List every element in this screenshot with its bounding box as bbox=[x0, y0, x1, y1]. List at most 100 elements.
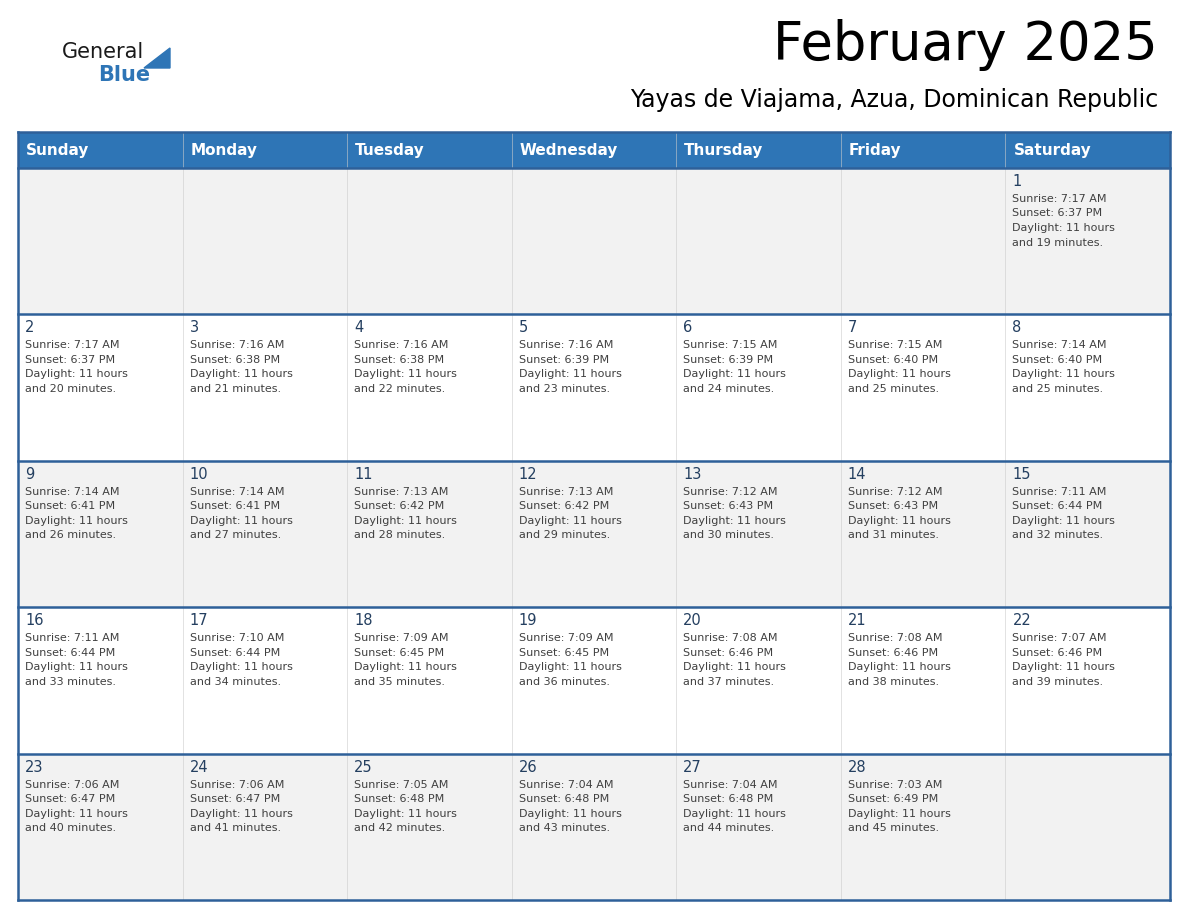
Text: Sunrise: 7:14 AM: Sunrise: 7:14 AM bbox=[1012, 341, 1107, 351]
Text: 16: 16 bbox=[25, 613, 44, 628]
Text: Sunrise: 7:17 AM: Sunrise: 7:17 AM bbox=[25, 341, 120, 351]
Text: and 33 minutes.: and 33 minutes. bbox=[25, 677, 116, 687]
Text: General: General bbox=[62, 42, 144, 62]
Text: Sunset: 6:41 PM: Sunset: 6:41 PM bbox=[25, 501, 115, 511]
Text: Sunrise: 7:17 AM: Sunrise: 7:17 AM bbox=[1012, 194, 1107, 204]
Bar bbox=[1005, 168, 1170, 314]
Bar bbox=[1005, 461, 1170, 607]
Text: Sunset: 6:45 PM: Sunset: 6:45 PM bbox=[519, 648, 608, 657]
Text: Daylight: 11 hours: Daylight: 11 hours bbox=[354, 662, 457, 672]
Text: and 43 minutes.: and 43 minutes. bbox=[519, 823, 609, 834]
Text: Sunrise: 7:04 AM: Sunrise: 7:04 AM bbox=[683, 779, 778, 789]
Polygon shape bbox=[144, 48, 170, 68]
Bar bbox=[183, 461, 347, 607]
Text: and 37 minutes.: and 37 minutes. bbox=[683, 677, 775, 687]
Text: and 38 minutes.: and 38 minutes. bbox=[848, 677, 939, 687]
Text: Sunrise: 7:16 AM: Sunrise: 7:16 AM bbox=[354, 341, 449, 351]
Text: Sunrise: 7:14 AM: Sunrise: 7:14 AM bbox=[25, 487, 120, 497]
Text: Sunrise: 7:09 AM: Sunrise: 7:09 AM bbox=[519, 633, 613, 644]
Text: Yayas de Viajama, Azua, Dominican Republic: Yayas de Viajama, Azua, Dominican Republ… bbox=[630, 88, 1158, 112]
Text: and 22 minutes.: and 22 minutes. bbox=[354, 384, 446, 394]
Text: and 24 minutes.: and 24 minutes. bbox=[683, 384, 775, 394]
Text: and 32 minutes.: and 32 minutes. bbox=[1012, 531, 1104, 541]
Text: Thursday: Thursday bbox=[684, 142, 764, 158]
Bar bbox=[512, 607, 676, 754]
Text: Sunset: 6:48 PM: Sunset: 6:48 PM bbox=[683, 794, 773, 804]
Text: Sunrise: 7:16 AM: Sunrise: 7:16 AM bbox=[519, 341, 613, 351]
Text: and 25 minutes.: and 25 minutes. bbox=[848, 384, 939, 394]
Text: and 26 minutes.: and 26 minutes. bbox=[25, 531, 116, 541]
Text: Daylight: 11 hours: Daylight: 11 hours bbox=[848, 809, 950, 819]
Text: Daylight: 11 hours: Daylight: 11 hours bbox=[1012, 223, 1116, 233]
Text: Blue: Blue bbox=[97, 65, 150, 85]
Text: 24: 24 bbox=[190, 759, 208, 775]
Text: and 23 minutes.: and 23 minutes. bbox=[519, 384, 609, 394]
Text: Sunset: 6:45 PM: Sunset: 6:45 PM bbox=[354, 648, 444, 657]
Text: Daylight: 11 hours: Daylight: 11 hours bbox=[25, 662, 128, 672]
Text: Sunset: 6:48 PM: Sunset: 6:48 PM bbox=[354, 794, 444, 804]
Text: Daylight: 11 hours: Daylight: 11 hours bbox=[848, 662, 950, 672]
Bar bbox=[1005, 132, 1170, 168]
Text: 17: 17 bbox=[190, 613, 208, 628]
Text: Daylight: 11 hours: Daylight: 11 hours bbox=[190, 809, 292, 819]
Text: and 35 minutes.: and 35 minutes. bbox=[354, 677, 446, 687]
Bar bbox=[347, 754, 512, 900]
Bar bbox=[512, 132, 676, 168]
Text: Daylight: 11 hours: Daylight: 11 hours bbox=[683, 662, 786, 672]
Text: Sunrise: 7:04 AM: Sunrise: 7:04 AM bbox=[519, 779, 613, 789]
Text: and 27 minutes.: and 27 minutes. bbox=[190, 531, 280, 541]
Text: Daylight: 11 hours: Daylight: 11 hours bbox=[190, 662, 292, 672]
Text: Sunrise: 7:13 AM: Sunrise: 7:13 AM bbox=[354, 487, 449, 497]
Bar bbox=[841, 607, 1005, 754]
Text: Daylight: 11 hours: Daylight: 11 hours bbox=[190, 516, 292, 526]
Bar bbox=[512, 314, 676, 461]
Text: Sunset: 6:37 PM: Sunset: 6:37 PM bbox=[25, 355, 115, 364]
Text: Daylight: 11 hours: Daylight: 11 hours bbox=[683, 369, 786, 379]
Text: Sunrise: 7:11 AM: Sunrise: 7:11 AM bbox=[25, 633, 119, 644]
Text: Sunrise: 7:03 AM: Sunrise: 7:03 AM bbox=[848, 779, 942, 789]
Text: Daylight: 11 hours: Daylight: 11 hours bbox=[683, 809, 786, 819]
Bar bbox=[841, 754, 1005, 900]
Text: 27: 27 bbox=[683, 759, 702, 775]
Text: Sunrise: 7:08 AM: Sunrise: 7:08 AM bbox=[683, 633, 778, 644]
Bar bbox=[676, 314, 841, 461]
Bar bbox=[676, 607, 841, 754]
Bar bbox=[183, 314, 347, 461]
Text: Sunrise: 7:12 AM: Sunrise: 7:12 AM bbox=[848, 487, 942, 497]
Bar bbox=[841, 461, 1005, 607]
Text: 1: 1 bbox=[1012, 174, 1022, 189]
Text: Sunset: 6:39 PM: Sunset: 6:39 PM bbox=[519, 355, 608, 364]
Text: Sunrise: 7:12 AM: Sunrise: 7:12 AM bbox=[683, 487, 778, 497]
Text: 8: 8 bbox=[1012, 320, 1022, 335]
Text: Sunrise: 7:07 AM: Sunrise: 7:07 AM bbox=[1012, 633, 1107, 644]
Bar bbox=[18, 754, 183, 900]
Text: Daylight: 11 hours: Daylight: 11 hours bbox=[1012, 516, 1116, 526]
Bar bbox=[1005, 314, 1170, 461]
Text: Daylight: 11 hours: Daylight: 11 hours bbox=[848, 516, 950, 526]
Text: Sunday: Sunday bbox=[26, 142, 89, 158]
Bar bbox=[512, 168, 676, 314]
Text: Monday: Monday bbox=[190, 142, 258, 158]
Text: Wednesday: Wednesday bbox=[519, 142, 618, 158]
Text: Sunrise: 7:08 AM: Sunrise: 7:08 AM bbox=[848, 633, 942, 644]
Bar bbox=[512, 461, 676, 607]
Bar bbox=[183, 168, 347, 314]
Text: Daylight: 11 hours: Daylight: 11 hours bbox=[519, 369, 621, 379]
Bar bbox=[676, 754, 841, 900]
Text: Daylight: 11 hours: Daylight: 11 hours bbox=[190, 369, 292, 379]
Text: Sunset: 6:44 PM: Sunset: 6:44 PM bbox=[190, 648, 280, 657]
Bar bbox=[183, 607, 347, 754]
Text: Sunrise: 7:10 AM: Sunrise: 7:10 AM bbox=[190, 633, 284, 644]
Text: and 25 minutes.: and 25 minutes. bbox=[1012, 384, 1104, 394]
Text: and 19 minutes.: and 19 minutes. bbox=[1012, 238, 1104, 248]
Text: 6: 6 bbox=[683, 320, 693, 335]
Bar bbox=[841, 132, 1005, 168]
Text: and 21 minutes.: and 21 minutes. bbox=[190, 384, 280, 394]
Text: Sunrise: 7:16 AM: Sunrise: 7:16 AM bbox=[190, 341, 284, 351]
Text: Sunrise: 7:06 AM: Sunrise: 7:06 AM bbox=[25, 779, 119, 789]
Text: Daylight: 11 hours: Daylight: 11 hours bbox=[25, 369, 128, 379]
Text: 11: 11 bbox=[354, 466, 373, 482]
Text: Saturday: Saturday bbox=[1013, 142, 1092, 158]
Text: 9: 9 bbox=[25, 466, 34, 482]
Text: Daylight: 11 hours: Daylight: 11 hours bbox=[354, 369, 457, 379]
